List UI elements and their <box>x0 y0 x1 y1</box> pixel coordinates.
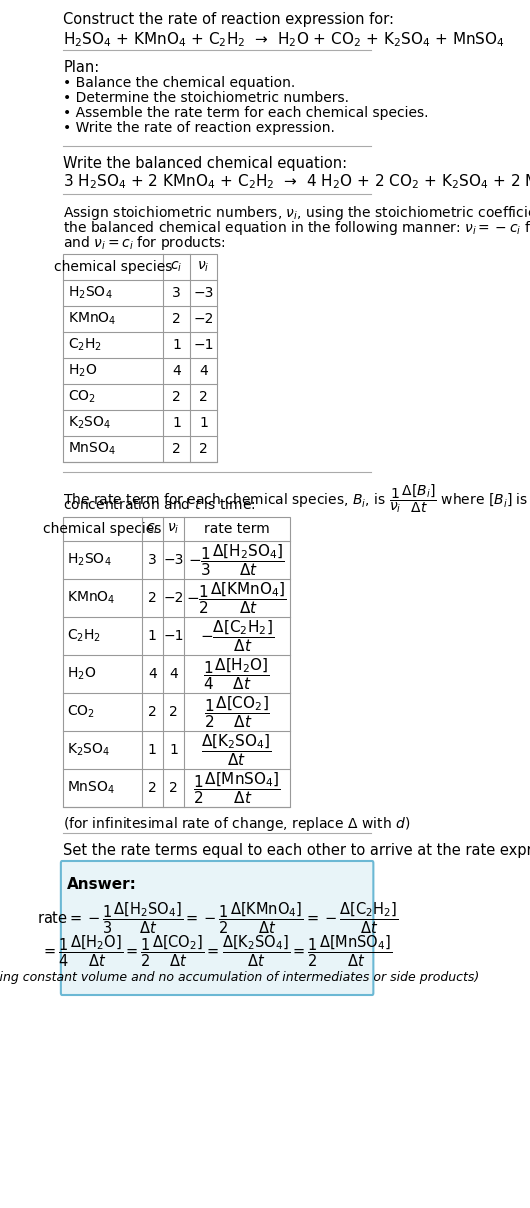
Bar <box>63 254 217 461</box>
Text: K$_2$SO$_4$: K$_2$SO$_4$ <box>68 414 111 431</box>
Text: Answer:: Answer: <box>67 877 137 892</box>
Text: 4: 4 <box>172 364 181 378</box>
Text: (for infinitesimal rate of change, replace Δ with $d$): (for infinitesimal rate of change, repla… <box>63 815 411 834</box>
Text: MnSO$_4$: MnSO$_4$ <box>67 780 115 796</box>
Text: $\mathrm{rate} = -\dfrac{1}{3}\dfrac{\Delta[\mathrm{H_2SO_4}]}{\Delta t} = -\dfr: $\mathrm{rate} = -\dfrac{1}{3}\dfrac{\De… <box>37 900 398 936</box>
Text: 2: 2 <box>172 312 181 326</box>
Text: • Write the rate of reaction expression.: • Write the rate of reaction expression. <box>63 121 335 135</box>
Text: chemical species: chemical species <box>54 260 172 274</box>
Text: 2: 2 <box>148 591 157 605</box>
Text: • Determine the stoichiometric numbers.: • Determine the stoichiometric numbers. <box>63 91 349 105</box>
FancyBboxPatch shape <box>61 861 373 995</box>
Text: 4: 4 <box>169 667 178 681</box>
Text: $\dfrac{1}{2}\dfrac{\Delta[\mathrm{MnSO_4}]}{\Delta t}$: $\dfrac{1}{2}\dfrac{\Delta[\mathrm{MnSO_… <box>193 771 281 806</box>
Text: 2: 2 <box>169 705 178 719</box>
Text: $-\dfrac{1}{2}\dfrac{\Delta[\mathrm{KMnO_4}]}{\Delta t}$: $-\dfrac{1}{2}\dfrac{\Delta[\mathrm{KMnO… <box>186 580 287 616</box>
Text: C$_2$H$_2$: C$_2$H$_2$ <box>67 628 101 644</box>
Bar <box>63 517 289 807</box>
Text: 2: 2 <box>172 442 181 455</box>
Text: 2: 2 <box>169 782 178 795</box>
Text: chemical species: chemical species <box>43 522 162 536</box>
Text: C$_2$H$_2$: C$_2$H$_2$ <box>68 337 102 353</box>
Text: K$_2$SO$_4$: K$_2$SO$_4$ <box>67 742 110 759</box>
Text: CO$_2$: CO$_2$ <box>67 704 95 720</box>
Text: (assuming constant volume and no accumulation of intermediates or side products): (assuming constant volume and no accumul… <box>0 971 480 985</box>
Text: 2: 2 <box>148 782 157 795</box>
Text: Set the rate terms equal to each other to arrive at the rate expression:: Set the rate terms equal to each other t… <box>63 843 530 858</box>
Text: $c_i$: $c_i$ <box>170 260 182 274</box>
Text: the balanced chemical equation in the following manner: $\nu_i = -c_i$ for react: the balanced chemical equation in the fo… <box>63 219 530 237</box>
Text: • Balance the chemical equation.: • Balance the chemical equation. <box>63 76 296 91</box>
Text: KMnO$_4$: KMnO$_4$ <box>68 310 117 327</box>
Text: 1: 1 <box>148 629 157 643</box>
Text: −1: −1 <box>193 338 214 352</box>
Text: $\nu_i$: $\nu_i$ <box>197 260 210 274</box>
Text: H$_2$O: H$_2$O <box>68 362 98 379</box>
Text: Construct the rate of reaction expression for:: Construct the rate of reaction expressio… <box>63 12 394 27</box>
Text: −3: −3 <box>163 553 183 567</box>
Text: 2: 2 <box>148 705 157 719</box>
Text: H$_2$O: H$_2$O <box>67 666 96 683</box>
Text: and $\nu_i = c_i$ for products:: and $\nu_i = c_i$ for products: <box>63 234 226 252</box>
Text: $\nu_i$: $\nu_i$ <box>167 522 180 536</box>
Text: −3: −3 <box>193 286 214 300</box>
Text: 1: 1 <box>169 743 178 757</box>
Text: $\dfrac{1}{2}\dfrac{\Delta[\mathrm{CO_2}]}{\Delta t}$: $\dfrac{1}{2}\dfrac{\Delta[\mathrm{CO_2}… <box>204 695 270 730</box>
Text: 2: 2 <box>199 442 208 455</box>
Text: $\dfrac{1}{4}\dfrac{\Delta[\mathrm{H_2O}]}{\Delta t}$: $\dfrac{1}{4}\dfrac{\Delta[\mathrm{H_2O}… <box>204 656 270 692</box>
Text: −2: −2 <box>193 312 214 326</box>
Text: 1: 1 <box>172 416 181 430</box>
Text: The rate term for each chemical species, $B_i$, is $\dfrac{1}{\nu_i}\dfrac{\Delt: The rate term for each chemical species,… <box>63 482 530 515</box>
Text: Write the balanced chemical equation:: Write the balanced chemical equation: <box>63 156 347 172</box>
Text: 4: 4 <box>148 667 157 681</box>
Text: 1: 1 <box>199 416 208 430</box>
Text: 2: 2 <box>172 390 181 403</box>
Text: concentration and $t$ is time:: concentration and $t$ is time: <box>63 496 256 512</box>
Text: 4: 4 <box>199 364 208 378</box>
Text: 1: 1 <box>148 743 157 757</box>
Text: Assign stoichiometric numbers, $\nu_i$, using the stoichiometric coefficients, $: Assign stoichiometric numbers, $\nu_i$, … <box>63 204 530 222</box>
Text: H$_2$SO$_4$ + KMnO$_4$ + C$_2$H$_2$  →  H$_2$O + CO$_2$ + K$_2$SO$_4$ + MnSO$_4$: H$_2$SO$_4$ + KMnO$_4$ + C$_2$H$_2$ → H$… <box>63 30 505 48</box>
Text: −2: −2 <box>163 591 183 605</box>
Text: KMnO$_4$: KMnO$_4$ <box>67 590 116 606</box>
Text: • Assemble the rate term for each chemical species.: • Assemble the rate term for each chemic… <box>63 106 429 120</box>
Text: 2: 2 <box>199 390 208 403</box>
Text: H$_2$SO$_4$: H$_2$SO$_4$ <box>67 552 111 568</box>
Text: $-\dfrac{1}{3}\dfrac{\Delta[\mathrm{H_2SO_4}]}{\Delta t}$: $-\dfrac{1}{3}\dfrac{\Delta[\mathrm{H_2S… <box>188 542 285 577</box>
Text: $\dfrac{\Delta[\mathrm{K_2SO_4}]}{\Delta t}$: $\dfrac{\Delta[\mathrm{K_2SO_4}]}{\Delta… <box>201 732 272 768</box>
Text: 3 H$_2$SO$_4$ + 2 KMnO$_4$ + C$_2$H$_2$  →  4 H$_2$O + 2 CO$_2$ + K$_2$SO$_4$ + : 3 H$_2$SO$_4$ + 2 KMnO$_4$ + C$_2$H$_2$ … <box>63 172 530 191</box>
Text: $-\dfrac{\Delta[\mathrm{C_2H_2}]}{\Delta t}$: $-\dfrac{\Delta[\mathrm{C_2H_2}]}{\Delta… <box>200 618 273 654</box>
Text: rate term: rate term <box>204 522 270 536</box>
Text: 3: 3 <box>148 553 157 567</box>
Text: $c_i$: $c_i$ <box>146 522 158 536</box>
Text: 3: 3 <box>172 286 181 300</box>
Text: MnSO$_4$: MnSO$_4$ <box>68 441 116 457</box>
Text: Plan:: Plan: <box>63 60 100 75</box>
Text: −1: −1 <box>163 629 183 643</box>
Text: H$_2$SO$_4$: H$_2$SO$_4$ <box>68 285 113 301</box>
Text: $= \dfrac{1}{4}\dfrac{\Delta[\mathrm{H_2O}]}{\Delta t} = \dfrac{1}{2}\dfrac{\Del: $= \dfrac{1}{4}\dfrac{\Delta[\mathrm{H_2… <box>41 934 393 969</box>
Text: CO$_2$: CO$_2$ <box>68 389 96 405</box>
Text: 1: 1 <box>172 338 181 352</box>
